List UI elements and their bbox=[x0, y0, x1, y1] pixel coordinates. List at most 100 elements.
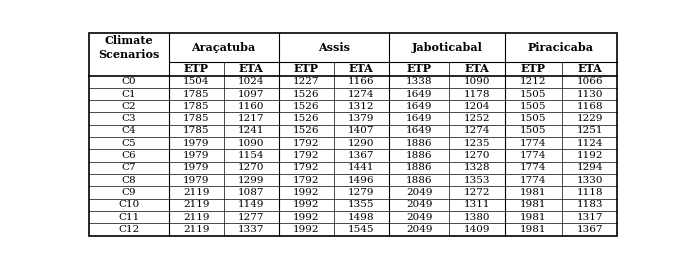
Text: 1066: 1066 bbox=[577, 77, 603, 86]
Text: 1290: 1290 bbox=[348, 139, 375, 148]
Text: 1992: 1992 bbox=[293, 200, 320, 209]
Text: 1981: 1981 bbox=[520, 200, 546, 209]
Text: 1979: 1979 bbox=[183, 176, 209, 185]
Text: 1379: 1379 bbox=[348, 114, 375, 123]
Text: 1217: 1217 bbox=[238, 114, 265, 123]
Text: 1774: 1774 bbox=[520, 151, 546, 160]
Text: 1526: 1526 bbox=[293, 90, 320, 98]
Text: 1792: 1792 bbox=[293, 151, 320, 160]
Text: 1294: 1294 bbox=[577, 163, 603, 172]
Text: 1441: 1441 bbox=[348, 163, 375, 172]
Text: Araçatuba: Araçatuba bbox=[192, 42, 256, 53]
Text: 2119: 2119 bbox=[183, 213, 209, 222]
Text: 2119: 2119 bbox=[183, 225, 209, 234]
Text: 1252: 1252 bbox=[464, 114, 491, 123]
Text: 1118: 1118 bbox=[577, 188, 603, 197]
Text: C4: C4 bbox=[121, 126, 136, 135]
Text: 1774: 1774 bbox=[520, 139, 546, 148]
Text: 1505: 1505 bbox=[520, 114, 546, 123]
Text: 1251: 1251 bbox=[577, 126, 603, 135]
Text: C0: C0 bbox=[121, 77, 136, 86]
Text: 1886: 1886 bbox=[406, 163, 433, 172]
Text: 1272: 1272 bbox=[464, 188, 491, 197]
Text: 1168: 1168 bbox=[577, 102, 603, 111]
Text: 2049: 2049 bbox=[406, 200, 433, 209]
Text: 1526: 1526 bbox=[293, 126, 320, 135]
Text: ETA: ETA bbox=[464, 63, 489, 74]
Text: C11: C11 bbox=[118, 213, 139, 222]
Text: 1204: 1204 bbox=[464, 102, 491, 111]
Text: 1178: 1178 bbox=[464, 90, 491, 98]
Text: C10: C10 bbox=[118, 200, 139, 209]
Text: Climate
Scenarios: Climate Scenarios bbox=[98, 35, 159, 60]
Text: 2119: 2119 bbox=[183, 188, 209, 197]
Text: 1299: 1299 bbox=[238, 176, 265, 185]
Text: 1279: 1279 bbox=[348, 188, 375, 197]
Text: C6: C6 bbox=[121, 151, 136, 160]
Text: 1311: 1311 bbox=[464, 200, 491, 209]
Text: C5: C5 bbox=[121, 139, 136, 148]
Text: 1505: 1505 bbox=[520, 126, 546, 135]
Text: 1328: 1328 bbox=[464, 163, 491, 172]
Text: 1090: 1090 bbox=[464, 77, 491, 86]
Text: ETA: ETA bbox=[239, 63, 264, 74]
Text: 1229: 1229 bbox=[577, 114, 603, 123]
Text: 1774: 1774 bbox=[520, 176, 546, 185]
Text: 1337: 1337 bbox=[238, 225, 265, 234]
Text: 1886: 1886 bbox=[406, 176, 433, 185]
Text: 1498: 1498 bbox=[348, 213, 375, 222]
Text: Piracicaba: Piracicaba bbox=[528, 42, 594, 53]
Text: 1380: 1380 bbox=[464, 213, 491, 222]
Text: 1330: 1330 bbox=[577, 176, 603, 185]
Text: 1785: 1785 bbox=[183, 90, 209, 98]
Text: 2119: 2119 bbox=[183, 200, 209, 209]
Text: 1166: 1166 bbox=[348, 77, 375, 86]
Text: 1785: 1785 bbox=[183, 114, 209, 123]
Text: C1: C1 bbox=[121, 90, 136, 98]
Text: 1097: 1097 bbox=[238, 90, 265, 98]
Text: 2049: 2049 bbox=[406, 213, 433, 222]
Text: ETP: ETP bbox=[294, 63, 319, 74]
Text: C3: C3 bbox=[121, 114, 136, 123]
Text: 1792: 1792 bbox=[293, 163, 320, 172]
Text: 1024: 1024 bbox=[238, 77, 265, 86]
Text: 1090: 1090 bbox=[238, 139, 265, 148]
Text: 1353: 1353 bbox=[464, 176, 491, 185]
Text: 1981: 1981 bbox=[520, 188, 546, 197]
Text: 1979: 1979 bbox=[183, 163, 209, 172]
Text: 1649: 1649 bbox=[406, 114, 433, 123]
Text: 1367: 1367 bbox=[348, 151, 375, 160]
Text: C12: C12 bbox=[118, 225, 139, 234]
Text: 1979: 1979 bbox=[183, 139, 209, 148]
Text: 1409: 1409 bbox=[464, 225, 491, 234]
Text: 1992: 1992 bbox=[293, 188, 320, 197]
Text: 1504: 1504 bbox=[183, 77, 209, 86]
Text: 1649: 1649 bbox=[406, 102, 433, 111]
Text: ETP: ETP bbox=[521, 63, 546, 74]
Text: 1312: 1312 bbox=[348, 102, 375, 111]
Text: 1087: 1087 bbox=[238, 188, 265, 197]
Text: 1785: 1785 bbox=[183, 126, 209, 135]
Text: 1496: 1496 bbox=[348, 176, 375, 185]
Text: C7: C7 bbox=[121, 163, 136, 172]
Text: Jaboticabal: Jaboticabal bbox=[411, 42, 482, 53]
Text: 1270: 1270 bbox=[464, 151, 491, 160]
Text: 1212: 1212 bbox=[520, 77, 546, 86]
Text: 1505: 1505 bbox=[520, 102, 546, 111]
Text: ETP: ETP bbox=[184, 63, 209, 74]
Text: 1774: 1774 bbox=[520, 163, 546, 172]
Text: ETA: ETA bbox=[577, 63, 602, 74]
Text: 1785: 1785 bbox=[183, 102, 209, 111]
Text: 1545: 1545 bbox=[348, 225, 375, 234]
Text: ETA: ETA bbox=[349, 63, 373, 74]
Text: 1227: 1227 bbox=[293, 77, 320, 86]
Text: 1355: 1355 bbox=[348, 200, 375, 209]
Text: 1274: 1274 bbox=[348, 90, 375, 98]
Text: 1407: 1407 bbox=[348, 126, 375, 135]
Text: 1192: 1192 bbox=[577, 151, 603, 160]
Text: 1792: 1792 bbox=[293, 176, 320, 185]
Text: 1154: 1154 bbox=[238, 151, 265, 160]
Text: 1235: 1235 bbox=[464, 139, 491, 148]
Text: 1992: 1992 bbox=[293, 225, 320, 234]
Text: C9: C9 bbox=[121, 188, 136, 197]
